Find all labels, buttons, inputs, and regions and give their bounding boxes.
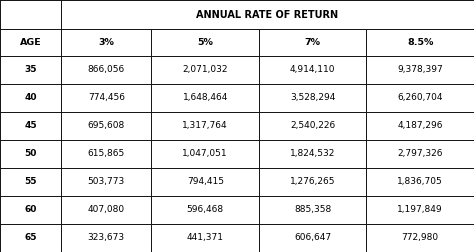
Bar: [366, 168, 474, 196]
Text: 615,865: 615,865: [88, 149, 125, 158]
Text: 45: 45: [24, 121, 37, 130]
Text: 2,071,032: 2,071,032: [182, 65, 228, 74]
Bar: [0, 168, 61, 196]
Text: 4,187,296: 4,187,296: [398, 121, 443, 130]
Bar: [0, 196, 61, 224]
Text: 7%: 7%: [305, 38, 321, 47]
Bar: [366, 112, 474, 140]
Text: 3,528,294: 3,528,294: [290, 93, 336, 102]
Bar: [61, 196, 152, 224]
Text: 606,647: 606,647: [294, 233, 331, 242]
Text: 2,797,326: 2,797,326: [398, 149, 443, 158]
Bar: [61, 112, 152, 140]
Text: 40: 40: [24, 93, 37, 102]
Bar: [0, 29, 61, 56]
Text: 1,276,265: 1,276,265: [290, 177, 336, 186]
Text: 1,317,764: 1,317,764: [182, 121, 228, 130]
Bar: [152, 140, 259, 168]
Text: 9,378,397: 9,378,397: [397, 65, 443, 74]
Text: 1,648,464: 1,648,464: [182, 93, 228, 102]
Bar: [366, 29, 474, 56]
Bar: [61, 224, 152, 252]
Text: 4,914,110: 4,914,110: [290, 65, 336, 74]
Text: ANNUAL RATE OF RETURN: ANNUAL RATE OF RETURN: [197, 10, 338, 20]
Text: 885,358: 885,358: [294, 205, 331, 214]
Bar: [259, 56, 366, 84]
Bar: [366, 56, 474, 84]
Text: 55: 55: [24, 177, 37, 186]
Text: 407,080: 407,080: [88, 205, 125, 214]
Bar: [152, 196, 259, 224]
Bar: [0, 140, 61, 168]
Bar: [0, 224, 61, 252]
Bar: [0, 0, 61, 29]
Bar: [152, 224, 259, 252]
Text: 695,608: 695,608: [88, 121, 125, 130]
Text: 866,056: 866,056: [88, 65, 125, 74]
Text: 50: 50: [24, 149, 36, 158]
Text: 503,773: 503,773: [88, 177, 125, 186]
Text: 3%: 3%: [98, 38, 114, 47]
Text: 5%: 5%: [197, 38, 213, 47]
Bar: [366, 224, 474, 252]
Bar: [259, 29, 366, 56]
Text: 2,540,226: 2,540,226: [290, 121, 336, 130]
Bar: [0, 112, 61, 140]
Text: 596,468: 596,468: [187, 205, 224, 214]
Bar: [259, 196, 366, 224]
Text: 8.5%: 8.5%: [407, 38, 433, 47]
Bar: [0, 84, 61, 112]
Text: 441,371: 441,371: [187, 233, 224, 242]
Bar: [366, 140, 474, 168]
Text: AGE: AGE: [19, 38, 41, 47]
Bar: [259, 140, 366, 168]
Text: 1,836,705: 1,836,705: [397, 177, 443, 186]
Bar: [61, 84, 152, 112]
Bar: [0, 56, 61, 84]
Bar: [259, 84, 366, 112]
Bar: [259, 224, 366, 252]
Bar: [152, 112, 259, 140]
Bar: [259, 112, 366, 140]
Text: 794,415: 794,415: [187, 177, 224, 186]
Text: 772,980: 772,980: [401, 233, 439, 242]
Bar: [152, 84, 259, 112]
Text: 65: 65: [24, 233, 37, 242]
Bar: [259, 168, 366, 196]
Bar: [366, 196, 474, 224]
Text: 1,824,532: 1,824,532: [290, 149, 336, 158]
Text: 774,456: 774,456: [88, 93, 125, 102]
Text: 35: 35: [24, 65, 37, 74]
Bar: [61, 168, 152, 196]
Bar: [152, 168, 259, 196]
Text: 60: 60: [24, 205, 36, 214]
Text: 1,197,849: 1,197,849: [397, 205, 443, 214]
Bar: [61, 56, 152, 84]
Text: 323,673: 323,673: [88, 233, 125, 242]
Bar: [61, 29, 152, 56]
Bar: [152, 29, 259, 56]
Bar: [61, 0, 474, 29]
Text: 6,260,704: 6,260,704: [398, 93, 443, 102]
Bar: [61, 140, 152, 168]
Text: 1,047,051: 1,047,051: [182, 149, 228, 158]
Bar: [366, 84, 474, 112]
Bar: [152, 56, 259, 84]
